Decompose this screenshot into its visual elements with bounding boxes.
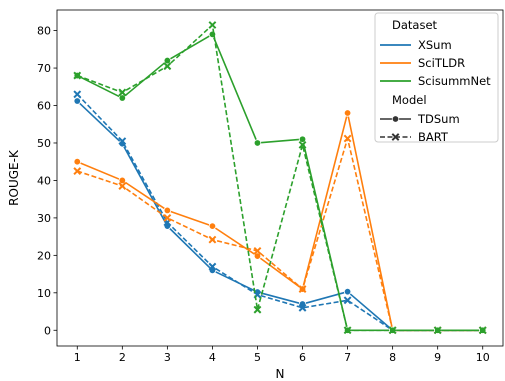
data-point-scitldr-bart-5 [253,246,262,255]
data-point-scitldr-bart-6 [298,285,307,293]
legend-marker-x [391,133,400,141]
data-point-scisummnet-bart-6 [298,140,307,149]
x-tick-label: 2 [119,351,126,364]
legend-style-title: Model [392,93,427,107]
data-point-scisummnet-bart-2 [118,88,127,97]
y-tick-label: 80 [37,25,51,38]
data-point-scisummnet-tdsum-6 [298,135,307,143]
data-point-scisummnet-tdsum-5 [253,139,262,147]
x-tick-label: 10 [476,351,490,364]
data-point-scisummnet-bart-3 [163,62,172,71]
x-tick-label: 5 [254,351,261,364]
data-point-scisummnet-bart-1 [73,71,82,80]
x-axis-label: N [276,367,285,381]
data-point-scitldr-bart-1 [73,167,82,175]
data-point-scitldr-tdsum-2 [118,176,127,185]
series-layer [73,21,487,335]
legend-label: ScisummNet [418,74,491,88]
data-point-xsum-bart-7 [343,296,352,305]
series-line-scisummnet-bart [76,24,483,332]
data-point-xsum-bart-6 [298,303,307,312]
data-point-scisummnet-bart-5 [253,305,262,314]
axes-frame [56,9,504,347]
legend-entry-scisummnet: ScisummNet [380,74,491,88]
legend-marker-circle [391,115,400,123]
y-tick-label: 40 [37,174,51,187]
legend: Dataset Model XSum SciTLDR ScisummNet TDSum… [374,12,499,144]
x-tick-label: 3 [164,351,171,364]
data-point-scitldr-tdsum-1 [73,158,81,166]
data-point-xsum-bart-1 [73,90,82,99]
data-point-scitldr-bart-7 [343,134,352,143]
legend-label: XSum [418,38,452,52]
data-point-xsum-tdsum-7 [343,287,352,296]
x-tick-label: 8 [389,351,396,364]
x-tick-label: 7 [344,351,351,364]
data-point-scitldr-tdsum-5 [253,252,262,260]
data-point-scitldr-tdsum-4 [208,222,217,230]
legend-entry-xsum: XSum [380,38,452,52]
x-tick-label: 6 [299,351,306,364]
data-point-xsum-bart-2 [118,137,127,146]
data-point-scisummnet-bart-7 [343,326,352,335]
y-axis-label: ROUGE-K [7,149,21,206]
legend-entry-scitldr: SciTLDR [380,56,465,70]
data-point-scisummnet-tdsum-2 [118,94,127,102]
axes-layer: 1 2 3 4 5 6 7 8 9 10 0 10 20 30 40 50 60 70 80 [37,9,504,364]
y-tick-label: 70 [37,62,51,75]
legend-entry-bart: BART [380,130,449,144]
legend-hue-title: Dataset [392,18,438,32]
y-tick-label: 10 [37,287,51,300]
y-tick-label: 60 [37,100,51,113]
data-point-scisummnet-bart-10 [478,326,487,335]
data-point-scitldr-tdsum-3 [163,206,172,215]
data-point-scisummnet-bart-4 [208,21,217,29]
y-tick-label: 50 [37,137,51,150]
legend-entry-tdsum: TDSum [380,112,460,126]
data-point-scisummnet-bart-8 [388,326,397,335]
y-tick-label: 20 [37,249,51,262]
legend-label: BART [418,130,449,144]
legend-label: SciTLDR [418,56,465,70]
x-tick-label: 4 [209,351,216,364]
data-point-scitldr-tdsum-7 [343,109,352,117]
data-point-scitldr-bart-2 [118,182,127,190]
data-point-xsum-tdsum-1 [73,97,81,105]
data-point-scisummnet-bart-9 [433,326,442,335]
legend-label: TDSum [417,112,460,126]
data-point-scisummnet-tdsum-3 [163,56,172,65]
x-tick-label: 1 [74,351,81,364]
data-point-scitldr-bart-3 [163,213,172,222]
data-point-xsum-bart-4 [208,262,217,271]
y-tick-label: 30 [37,212,51,225]
data-point-scitldr-bart-4 [208,235,217,244]
x-tick-label: 9 [434,351,441,364]
y-tick-label: 0 [44,324,51,337]
